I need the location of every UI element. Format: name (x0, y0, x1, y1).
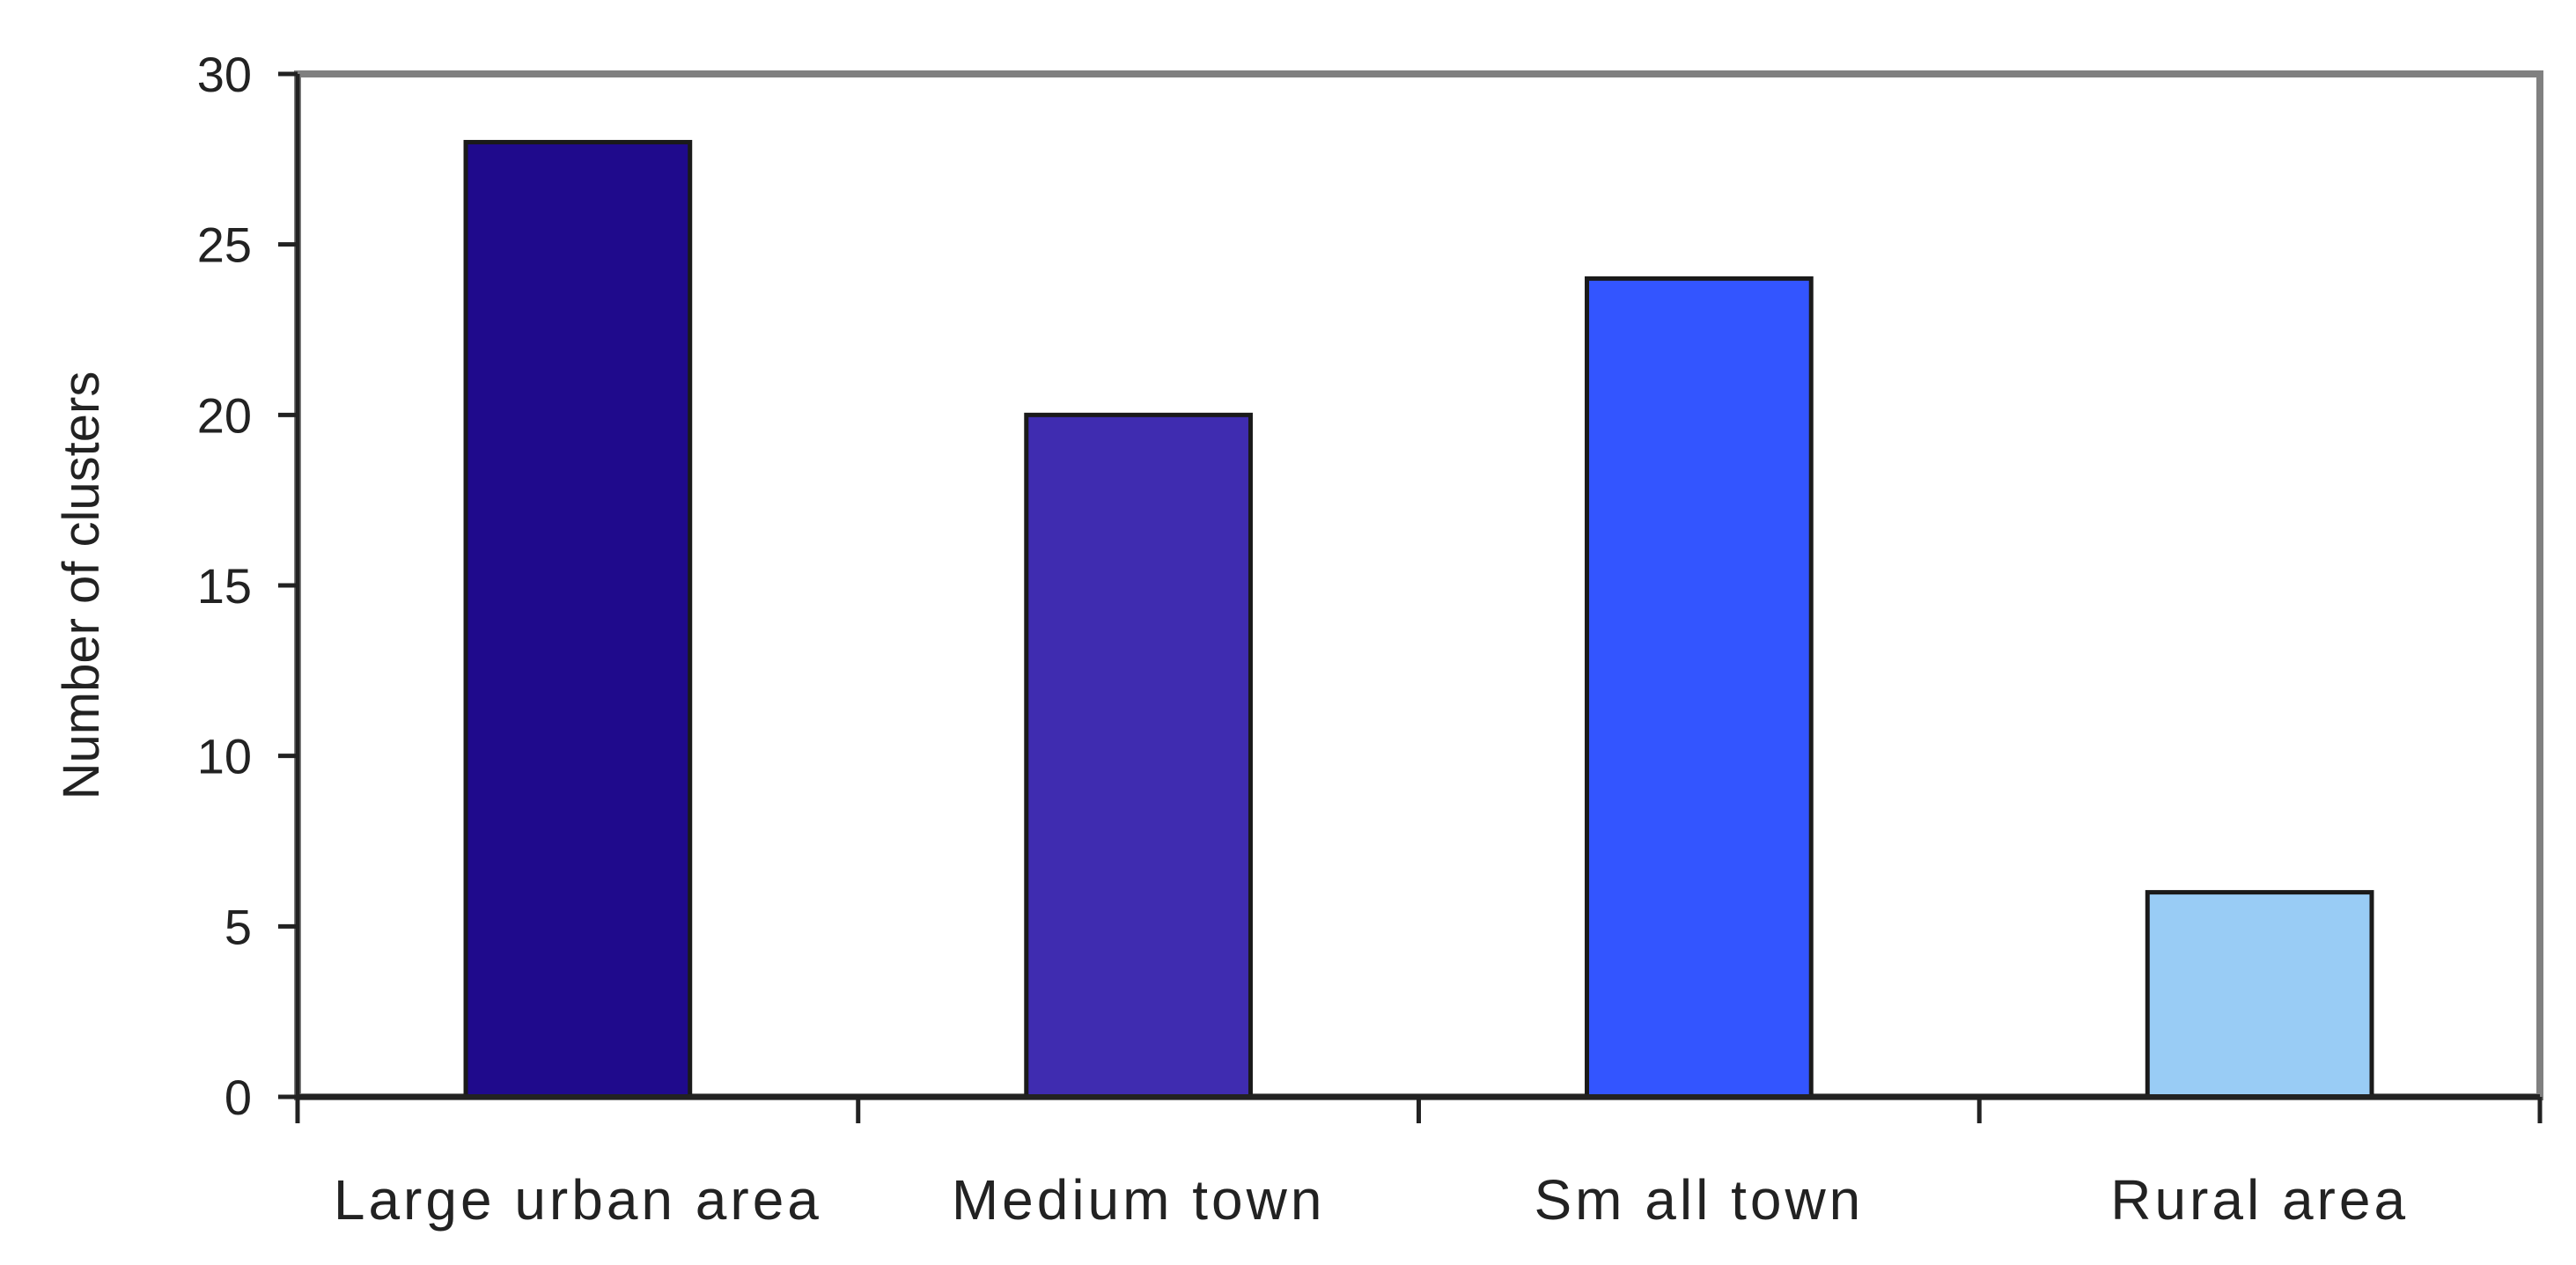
bars-group (463, 139, 2374, 1100)
bar-1 (463, 139, 693, 1100)
y-axis: 0 5 10 15 20 25 30 (197, 47, 300, 1125)
bar-2 (1024, 412, 1253, 1100)
x-tick-label: Large urban area (334, 1168, 822, 1232)
y-tick-label: 10 (197, 729, 252, 784)
x-tick-label: Sm all town (1534, 1168, 1864, 1232)
y-tick-label: 0 (224, 1070, 252, 1125)
y-axis-title: Number of clusters (53, 371, 110, 800)
bar-3 (1585, 276, 1814, 1100)
x-tick-label: Medium town (952, 1168, 1326, 1232)
y-tick-label: 20 (197, 387, 252, 443)
y-tick-label: 25 (197, 217, 252, 273)
y-tick-label: 5 (224, 899, 252, 954)
y-tick-label: 30 (197, 47, 252, 102)
bar-4 (2145, 890, 2374, 1100)
x-tick-label: Rural area (2110, 1168, 2409, 1232)
y-tick-label: 15 (197, 558, 252, 614)
x-axis: Large urban area Medium town Sm all town Ru… (295, 1094, 2543, 1232)
